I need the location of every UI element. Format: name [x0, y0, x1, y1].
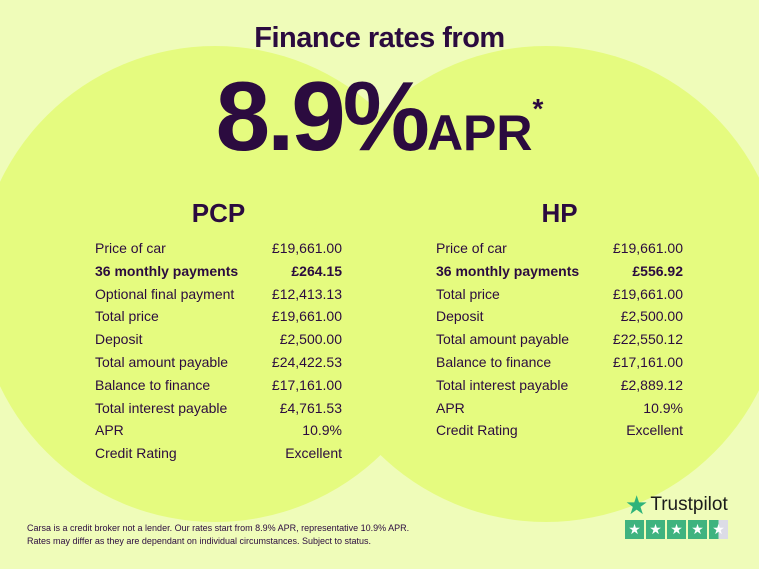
row-value: £19,661.00 — [612, 240, 683, 256]
row-label: Price of car — [95, 240, 166, 256]
row-label: Balance to finance — [436, 353, 552, 370]
row-value: Excellent — [626, 422, 683, 439]
row-label: Credit Rating — [95, 445, 177, 462]
row-value: £22,550.12 — [612, 331, 683, 348]
trustpilot-name: Trustpilot — [650, 494, 728, 515]
rating-star-icon: ★ — [625, 520, 644, 539]
table-row: Price of car £19,661.00 — [436, 237, 683, 260]
table-row: Total price £19,661.00 — [436, 283, 683, 306]
rating-star-icon: ★ — [709, 520, 728, 539]
table-row: Total interest payable £2,889.12 — [436, 374, 683, 397]
pcp-heading: PCP — [191, 198, 246, 228]
row-value: Excellent — [285, 445, 342, 462]
row-value: £19,661.00 — [271, 308, 342, 325]
hp-table: HP Price of car £19,661.00 36 monthly paym… — [436, 198, 683, 442]
row-label: Deposit — [95, 331, 143, 348]
row-value: £12,413.13 — [271, 285, 342, 302]
table-row: Optional final payment £12,413.13 — [95, 283, 342, 306]
row-label: 36 monthly payments — [95, 262, 239, 279]
rating-star-icon: ★ — [688, 520, 707, 539]
row-label: Credit Rating — [436, 422, 518, 439]
row-label: Deposit — [436, 308, 484, 325]
table-row: Deposit £2,500.00 — [95, 328, 342, 351]
row-label: APR — [95, 422, 124, 439]
table-row: Total amount payable £22,550.12 — [436, 328, 683, 351]
row-label: Total price — [95, 308, 159, 325]
row-label: Total amount payable — [436, 331, 570, 348]
decorative-circle-right — [308, 46, 759, 522]
row-label: Total price — [436, 285, 500, 302]
rate-value: 8.9% — [215, 61, 430, 171]
table-row: Credit Rating Excellent — [95, 442, 342, 465]
row-value: £19,661.00 — [612, 285, 683, 302]
row-value: £2,500.00 — [279, 331, 342, 348]
table-row: 36 monthly payments £264.15 — [95, 260, 342, 283]
table-row: 36 monthly payments £556.92 — [436, 260, 683, 283]
trustpilot-rating: ★ ★ ★ ★ ★ — [625, 520, 728, 539]
row-value: 10.9% — [302, 422, 342, 439]
rating-star-icon: ★ — [667, 520, 686, 539]
disclaimer-line: Carsa is a credit broker not a lender. O… — [27, 523, 410, 533]
rating-star-icon: ★ — [646, 520, 665, 539]
row-label: Price of car — [436, 240, 507, 256]
row-label: APR — [436, 399, 465, 416]
disclaimer-line: Rates may differ as they are dependant o… — [27, 535, 372, 546]
row-value: £2,500.00 — [620, 308, 683, 325]
table-row: Balance to finance £17,161.00 — [95, 374, 342, 397]
table-row: Total interest payable £4,761.53 — [95, 397, 342, 420]
row-value: 10.9% — [643, 399, 683, 416]
row-value: £24,422.53 — [271, 353, 342, 370]
table-row: APR 10.9% — [95, 419, 342, 442]
headline: Finance rates from — [254, 22, 505, 54]
trustpilot-star-icon: ★ — [625, 490, 649, 520]
apr-label: APR — [426, 105, 533, 161]
row-value: £2,889.12 — [620, 376, 683, 393]
disclaimer: Carsa is a credit broker not a lender. O… — [27, 522, 409, 547]
row-value: £17,161.00 — [271, 376, 342, 393]
row-label: Total interest payable — [95, 399, 228, 416]
row-value: £17,161.00 — [612, 353, 683, 370]
table-row: APR 10.9% — [436, 397, 683, 420]
asterisk: * — [532, 93, 544, 124]
pcp-table: PCP Price of car £19,661.00 36 monthly pay… — [95, 198, 342, 465]
table-row: Balance to finance £17,161.00 — [436, 351, 683, 374]
row-value: £4,761.53 — [279, 399, 342, 416]
row-label: Total interest payable — [436, 376, 569, 393]
hp-heading: HP — [541, 198, 578, 228]
table-row: Credit Rating Excellent — [436, 419, 683, 442]
row-value: £19,661.00 — [271, 240, 342, 256]
row-label: Optional final payment — [95, 285, 235, 302]
table-row: Total price £19,661.00 — [95, 305, 342, 328]
row-value: £264.15 — [291, 262, 342, 279]
table-row: Price of car £19,661.00 — [95, 237, 342, 260]
table-row: Total amount payable £24,422.53 — [95, 351, 342, 374]
row-value: £556.92 — [632, 262, 683, 279]
row-label: 36 monthly payments — [436, 262, 580, 279]
trustpilot-badge[interactable]: ★ Trustpilot ★ ★ ★ ★ ★ — [625, 490, 728, 539]
row-label: Balance to finance — [95, 376, 211, 393]
row-label: Total amount payable — [95, 353, 229, 370]
table-row: Deposit £2,500.00 — [436, 305, 683, 328]
rate-display: 8.9%APR* — [0, 60, 759, 173]
